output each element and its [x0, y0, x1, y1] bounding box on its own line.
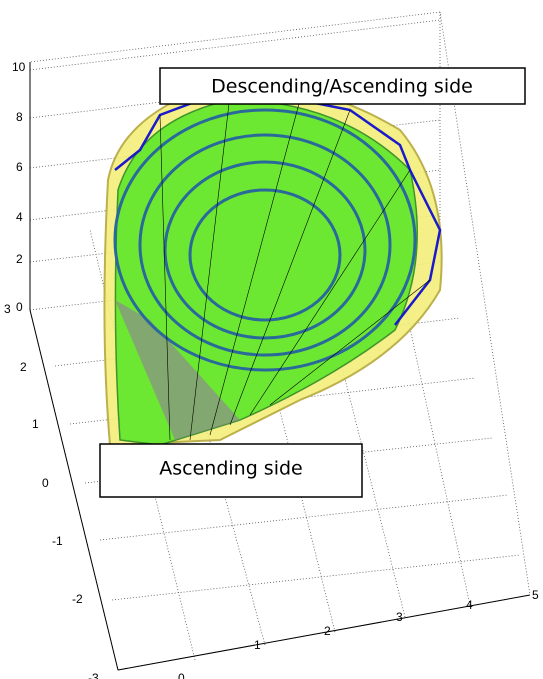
x-tick-label: 2 [324, 624, 331, 638]
annotation-text: Descending/Ascending side [211, 76, 473, 98]
y-tick-label: -2 [72, 592, 83, 606]
x-tick-label: 5 [532, 588, 539, 602]
z-tick-labels: 10 8 6 4 2 0 [12, 60, 26, 314]
y-tick-label: 1 [32, 417, 39, 431]
z-tick-label: 2 [16, 252, 23, 266]
y-tick-label: 2 [20, 360, 27, 374]
z-tick-label: 4 [16, 210, 23, 224]
y-tick-label: -1 [52, 534, 63, 548]
z-tick-label: 6 [16, 160, 23, 174]
x-tick-label: 3 [396, 610, 403, 624]
annotation: Ascending side [100, 444, 362, 497]
z-tick-label: 8 [16, 110, 23, 124]
cone-surface [104, 85, 441, 445]
y-tick-label: 3 [4, 302, 11, 316]
x-tick-label: 0 [178, 671, 185, 679]
annotation: Descending/Ascending side [160, 68, 525, 104]
z-tick-label: 10 [12, 60, 26, 74]
y-tick-label: -3 [88, 671, 99, 679]
z-tick-label: 0 [16, 300, 23, 314]
y-tick-label: 0 [42, 476, 49, 490]
figure: 10 8 6 4 2 0 3 2 1 0 -1 -2 -3 0 1 2 3 4 … [0, 0, 543, 679]
y-tick-labels: 3 2 1 0 -1 -2 -3 [4, 302, 99, 679]
x-tick-labels: 0 1 2 3 4 5 [178, 588, 539, 679]
annotation-text: Ascending side [159, 458, 302, 480]
x-tick-label: 1 [254, 638, 261, 652]
x-tick-label: 4 [466, 598, 473, 612]
